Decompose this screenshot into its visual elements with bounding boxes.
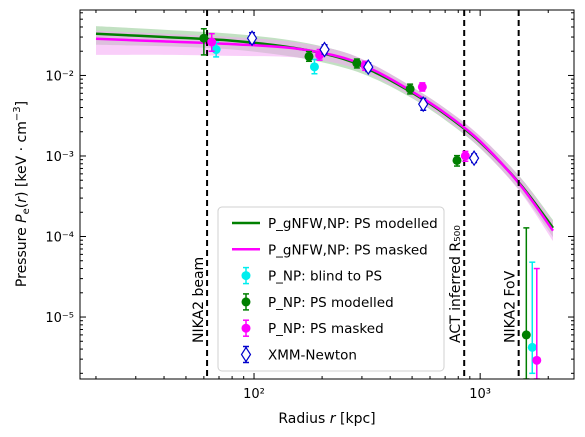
y-tick-label: 10⁻⁴ <box>45 231 74 246</box>
y-axis-label: Pressure Pe(r) [keV · cm−3] <box>12 101 32 287</box>
model-lines <box>95 32 555 232</box>
legend-label-0: P_gNFW,NP: PS modelled <box>268 216 438 232</box>
legend-label-2: P_NP: blind to PS <box>268 269 382 285</box>
legend-marker-2 <box>241 271 251 281</box>
data-point <box>319 41 330 58</box>
legend: P_gNFW,NP: PS modelled P_gNFW,NP: PS mask… <box>217 206 445 372</box>
band-0 <box>96 26 553 238</box>
vline-label-1: ACT inferred R₅₀₀ <box>448 225 464 343</box>
data-point <box>527 342 537 352</box>
legend-marker-5 <box>240 346 252 363</box>
data-point <box>417 82 427 92</box>
legend-label-3: P_NP: PS modelled <box>268 295 394 311</box>
x-tick-label: 10² <box>243 387 265 402</box>
data-point <box>460 151 470 161</box>
vline-label-2: NIKA2 FoV <box>503 270 519 343</box>
legend-label-4: P_NP: PS masked <box>268 321 384 337</box>
data-point <box>521 330 531 340</box>
data-point <box>405 84 415 94</box>
data-point <box>352 58 362 68</box>
model-line-1 <box>95 37 555 232</box>
model-line-0 <box>95 32 555 229</box>
x-axis-label: Radius r [kpc] <box>278 411 375 427</box>
data-point <box>304 51 314 61</box>
data-points <box>199 28 542 379</box>
data-point <box>246 30 258 47</box>
data-point <box>418 96 429 113</box>
legend-marker-3 <box>241 297 251 307</box>
legend-box <box>217 206 445 372</box>
data-point <box>211 45 221 55</box>
data-point <box>199 33 209 43</box>
legend-label-5: XMM-Newton <box>268 348 357 364</box>
data-point <box>452 155 462 165</box>
x-tick-label: 10³ <box>469 387 491 402</box>
y-tick-label: 10⁻³ <box>45 150 74 165</box>
vertical-reference-lines: NIKA2 beam ACT inferred R₅₀₀ NIKA2 FoV <box>191 10 520 379</box>
data-point <box>309 62 319 72</box>
y-tick-label: 10⁻² <box>45 69 74 84</box>
data-point <box>207 37 217 47</box>
legend-label-1: P_gNFW,NP: PS masked <box>268 242 428 258</box>
data-point <box>363 58 374 76</box>
data-point <box>468 150 480 167</box>
uncertainty-bands <box>96 26 553 242</box>
legend-marker-4 <box>241 323 251 333</box>
plot-frame <box>79 9 575 380</box>
band-1 <box>96 30 553 242</box>
axis-ticks: 10² 10³ 10⁻⁵ 10⁻⁴ 10⁻³ 10⁻² <box>45 10 574 402</box>
data-point <box>532 355 542 365</box>
y-tick-label: 10⁻⁵ <box>45 311 74 326</box>
vline-label-0: NIKA2 beam <box>191 257 207 343</box>
